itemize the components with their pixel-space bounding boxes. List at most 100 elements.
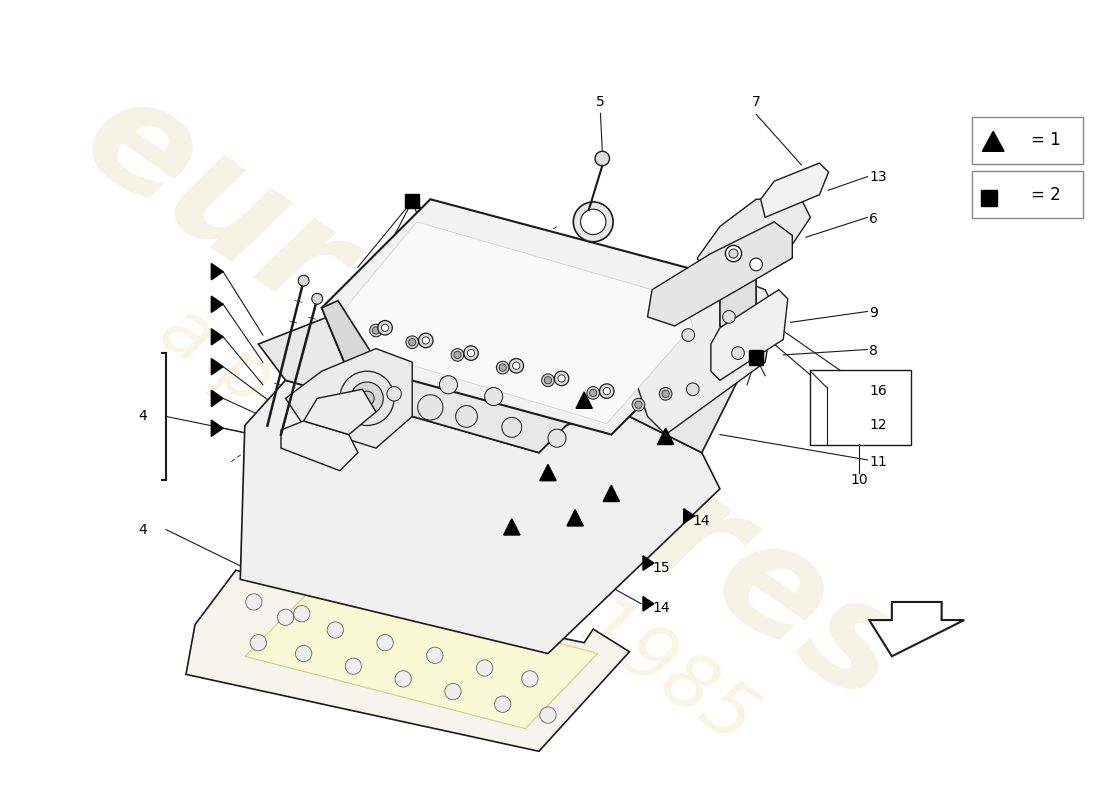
Circle shape — [521, 670, 538, 687]
Circle shape — [662, 390, 669, 398]
Text: = 1: = 1 — [1031, 131, 1060, 150]
Polygon shape — [603, 486, 619, 502]
Circle shape — [451, 349, 464, 362]
Text: 4: 4 — [139, 522, 147, 537]
Circle shape — [540, 707, 557, 723]
Bar — [980, 190, 997, 206]
Polygon shape — [982, 131, 1004, 151]
Circle shape — [351, 382, 383, 414]
Polygon shape — [658, 428, 674, 445]
Circle shape — [513, 362, 520, 370]
Circle shape — [454, 351, 461, 358]
Polygon shape — [211, 358, 223, 375]
FancyBboxPatch shape — [972, 171, 1082, 218]
Polygon shape — [321, 199, 719, 434]
Polygon shape — [211, 390, 223, 406]
Circle shape — [499, 364, 506, 371]
Circle shape — [554, 371, 569, 386]
Polygon shape — [211, 420, 223, 436]
Circle shape — [732, 346, 745, 359]
Text: 10: 10 — [850, 473, 868, 486]
Circle shape — [377, 321, 393, 335]
Polygon shape — [504, 518, 520, 535]
Polygon shape — [629, 272, 774, 434]
Polygon shape — [245, 579, 597, 729]
Polygon shape — [644, 556, 653, 570]
FancyBboxPatch shape — [810, 370, 911, 445]
Circle shape — [635, 401, 642, 408]
Circle shape — [725, 246, 741, 262]
Polygon shape — [540, 465, 557, 481]
Text: 5: 5 — [596, 94, 605, 109]
Polygon shape — [566, 510, 583, 526]
Polygon shape — [286, 349, 412, 448]
Circle shape — [406, 336, 419, 349]
Polygon shape — [648, 222, 792, 326]
Polygon shape — [211, 296, 223, 312]
Text: 9: 9 — [869, 306, 878, 320]
Circle shape — [250, 634, 266, 651]
Circle shape — [587, 386, 600, 399]
Circle shape — [387, 386, 402, 401]
Circle shape — [277, 610, 294, 626]
Text: 16: 16 — [869, 384, 887, 398]
Circle shape — [659, 387, 672, 400]
Circle shape — [464, 346, 478, 360]
Circle shape — [296, 646, 311, 662]
Circle shape — [750, 258, 762, 270]
Polygon shape — [280, 421, 358, 470]
Circle shape — [495, 696, 510, 712]
Bar — [749, 350, 763, 365]
Text: 7: 7 — [751, 94, 760, 109]
Circle shape — [382, 324, 388, 331]
Circle shape — [723, 310, 735, 323]
Circle shape — [294, 606, 310, 622]
Text: 14: 14 — [652, 602, 670, 615]
Circle shape — [427, 647, 443, 663]
Circle shape — [311, 294, 322, 304]
Circle shape — [558, 375, 565, 382]
Circle shape — [395, 670, 411, 687]
Polygon shape — [211, 263, 223, 280]
Polygon shape — [211, 329, 223, 345]
Polygon shape — [869, 602, 965, 656]
Polygon shape — [711, 290, 788, 380]
Circle shape — [476, 660, 493, 676]
Polygon shape — [258, 262, 738, 453]
Circle shape — [444, 683, 461, 700]
Text: 12: 12 — [869, 418, 887, 433]
Circle shape — [682, 329, 694, 342]
Text: a parts since 1985: a parts since 1985 — [146, 291, 769, 758]
Text: 13: 13 — [869, 170, 887, 184]
Circle shape — [729, 249, 738, 258]
Circle shape — [377, 634, 393, 651]
Circle shape — [581, 210, 606, 234]
Circle shape — [603, 387, 611, 394]
Polygon shape — [576, 392, 592, 408]
Circle shape — [496, 362, 509, 374]
Bar — [405, 194, 419, 208]
Polygon shape — [321, 301, 372, 362]
Polygon shape — [644, 597, 653, 611]
Text: 8: 8 — [869, 344, 878, 358]
Circle shape — [548, 429, 566, 447]
Polygon shape — [702, 254, 756, 344]
Circle shape — [360, 391, 374, 406]
Circle shape — [485, 387, 503, 406]
Circle shape — [573, 202, 613, 242]
Circle shape — [502, 418, 521, 438]
Circle shape — [686, 383, 700, 396]
Circle shape — [419, 333, 433, 348]
Circle shape — [439, 376, 458, 394]
Polygon shape — [240, 380, 719, 654]
Text: = 2: = 2 — [1031, 186, 1060, 204]
Circle shape — [373, 327, 380, 334]
Circle shape — [509, 358, 524, 373]
Circle shape — [422, 337, 429, 344]
Circle shape — [245, 594, 262, 610]
Polygon shape — [186, 570, 629, 751]
Circle shape — [595, 151, 609, 166]
Polygon shape — [697, 199, 811, 286]
Circle shape — [408, 338, 416, 346]
Circle shape — [345, 658, 362, 674]
